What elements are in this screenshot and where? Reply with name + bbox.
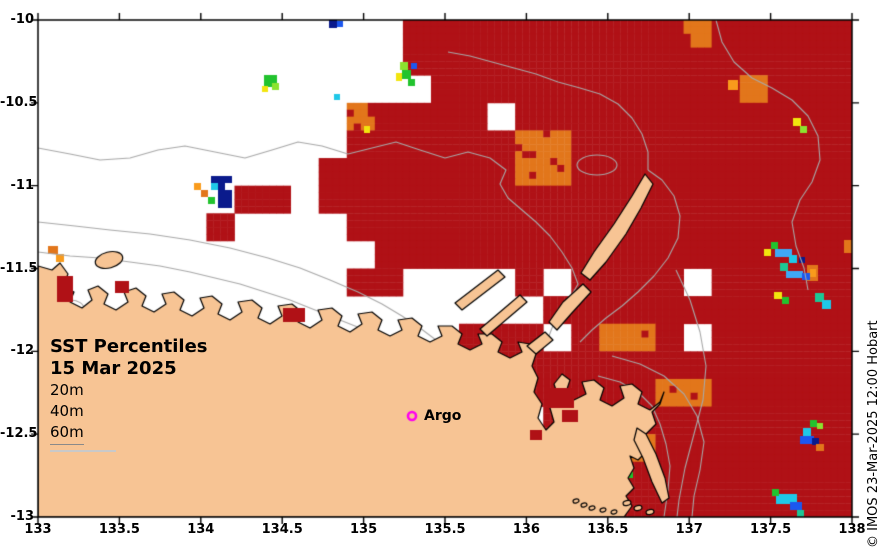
x-tick-label-135: 135	[350, 522, 378, 537]
y-tick-label--12: -12	[10, 343, 35, 359]
legend-depth-60m: 60m	[50, 422, 84, 445]
legend-title: SST Percentiles	[50, 336, 208, 357]
x-tick-label-137.5: 137.5	[750, 522, 792, 537]
map-legend: SST Percentiles 15 Mar 2025 20m 40m 60m	[50, 336, 208, 452]
x-tick-label-133: 133	[24, 522, 52, 537]
y-tick-label--11.5: -11.5	[0, 260, 38, 276]
legend-depth-40m: 40m	[50, 402, 84, 420]
x-tick-label-136: 136	[512, 522, 540, 537]
y-tick-label--10.5: -10.5	[0, 94, 38, 110]
y-tick-label--10: -10	[10, 12, 35, 27]
y-tick-label--13: -13	[10, 509, 35, 524]
y-tick-label--12.5: -12.5	[0, 426, 38, 442]
x-tick-label-135.5: 135.5	[424, 522, 466, 537]
legend-depth-20m: 20m	[50, 381, 84, 399]
x-tick-label-138: 138	[838, 522, 866, 537]
x-tick-label-134.5: 134.5	[261, 522, 303, 537]
argo-label: Argo	[424, 408, 462, 424]
copyright-text: © IMOS 23-Mar-2025 12:00 Hobart	[866, 320, 881, 548]
x-tick-label-136.5: 136.5	[587, 522, 629, 537]
y-tick-label--11: -11	[10, 177, 35, 193]
x-tick-label-133.5: 133.5	[98, 522, 140, 537]
legend-date: 15 Mar 2025	[50, 358, 177, 379]
x-tick-label-137: 137	[675, 522, 703, 537]
legend-contour-rule	[50, 450, 116, 452]
x-tick-label-134: 134	[187, 522, 215, 537]
